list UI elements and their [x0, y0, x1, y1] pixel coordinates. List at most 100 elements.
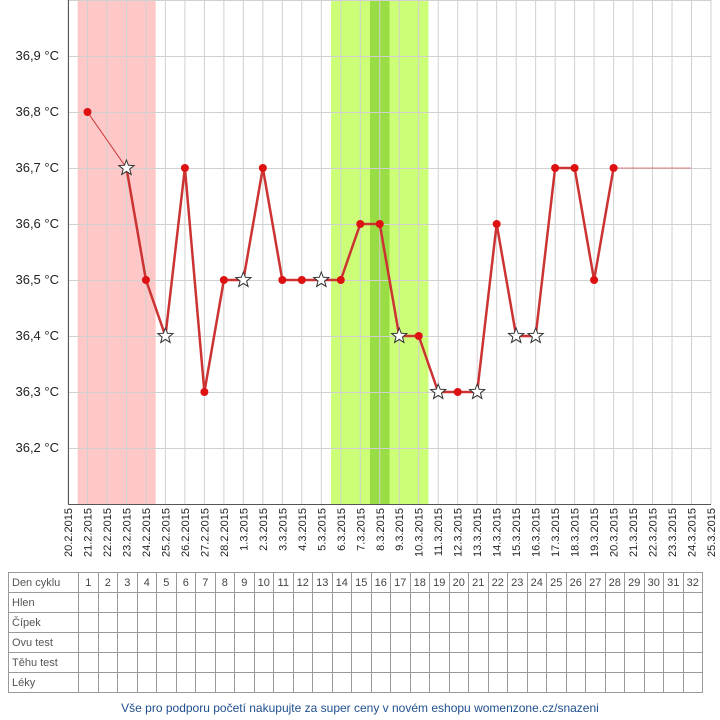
table-cell[interactable] [175, 672, 196, 693]
table-cell[interactable] [370, 592, 391, 613]
table-cell[interactable] [351, 592, 372, 613]
table-cell[interactable] [117, 632, 138, 653]
table-cell[interactable] [507, 612, 528, 633]
table-cell[interactable] [273, 592, 294, 613]
table-cell[interactable] [448, 612, 469, 633]
table-cell[interactable] [214, 592, 235, 613]
table-cell[interactable] [234, 612, 255, 633]
table-cell[interactable] [390, 612, 411, 633]
table-cell[interactable] [351, 652, 372, 673]
table-cell[interactable] [663, 612, 684, 633]
table-cell[interactable] [351, 612, 372, 633]
table-cell[interactable] [507, 592, 528, 613]
table-cell[interactable] [156, 672, 177, 693]
table-cell[interactable] [546, 612, 567, 633]
table-cell[interactable] [429, 612, 450, 633]
table-cell[interactable] [253, 632, 274, 653]
table-cell[interactable] [117, 652, 138, 673]
table-cell[interactable] [565, 592, 586, 613]
table-cell[interactable] [546, 632, 567, 653]
table-cell[interactable] [682, 592, 703, 613]
table-cell[interactable] [97, 612, 118, 633]
table-cell[interactable] [97, 632, 118, 653]
table-cell[interactable] [273, 652, 294, 673]
table-cell[interactable] [663, 672, 684, 693]
table-cell[interactable] [273, 632, 294, 653]
table-cell[interactable] [663, 592, 684, 613]
table-cell[interactable] [546, 652, 567, 673]
table-cell[interactable] [663, 652, 684, 673]
table-cell[interactable] [156, 632, 177, 653]
table-cell[interactable] [195, 592, 216, 613]
table-cell[interactable] [487, 652, 508, 673]
table-cell[interactable] [370, 672, 391, 693]
table-cell[interactable] [429, 632, 450, 653]
table-cell[interactable] [643, 612, 664, 633]
table-cell[interactable] [195, 632, 216, 653]
table-cell[interactable] [156, 592, 177, 613]
table-cell[interactable] [409, 632, 430, 653]
table-cell[interactable] [682, 652, 703, 673]
table-cell[interactable] [643, 632, 664, 653]
table-cell[interactable] [429, 672, 450, 693]
table-cell[interactable] [526, 612, 547, 633]
table-cell[interactable] [351, 672, 372, 693]
table-cell[interactable] [273, 612, 294, 633]
table-cell[interactable] [234, 672, 255, 693]
table-cell[interactable] [78, 652, 99, 673]
table-cell[interactable] [585, 612, 606, 633]
table-cell[interactable] [312, 612, 333, 633]
table-cell[interactable] [409, 592, 430, 613]
table-cell[interactable] [429, 592, 450, 613]
table-cell[interactable] [234, 592, 255, 613]
table-cell[interactable] [429, 652, 450, 673]
table-cell[interactable] [97, 652, 118, 673]
table-cell[interactable] [370, 612, 391, 633]
table-cell[interactable] [468, 612, 489, 633]
table-cell[interactable] [136, 652, 157, 673]
table-cell[interactable] [253, 672, 274, 693]
table-cell[interactable] [526, 672, 547, 693]
table-cell[interactable] [312, 632, 333, 653]
table-cell[interactable] [624, 612, 645, 633]
table-cell[interactable] [292, 652, 313, 673]
table-cell[interactable] [117, 612, 138, 633]
table-cell[interactable] [234, 632, 255, 653]
table-cell[interactable] [214, 672, 235, 693]
table-cell[interactable] [312, 672, 333, 693]
table-cell[interactable] [643, 652, 664, 673]
table-cell[interactable] [487, 612, 508, 633]
table-cell[interactable] [409, 652, 430, 673]
table-cell[interactable] [136, 612, 157, 633]
table-cell[interactable] [253, 612, 274, 633]
table-cell[interactable] [448, 592, 469, 613]
table-cell[interactable] [78, 592, 99, 613]
table-cell[interactable] [643, 672, 664, 693]
table-cell[interactable] [604, 592, 625, 613]
table-cell[interactable] [292, 592, 313, 613]
table-cell[interactable] [292, 632, 313, 653]
table-cell[interactable] [448, 632, 469, 653]
table-cell[interactable] [117, 592, 138, 613]
table-cell[interactable] [468, 592, 489, 613]
table-cell[interactable] [604, 672, 625, 693]
table-cell[interactable] [624, 632, 645, 653]
table-cell[interactable] [117, 672, 138, 693]
table-cell[interactable] [604, 612, 625, 633]
table-cell[interactable] [195, 612, 216, 633]
table-cell[interactable] [136, 632, 157, 653]
table-cell[interactable] [370, 632, 391, 653]
table-cell[interactable] [331, 612, 352, 633]
table-cell[interactable] [175, 592, 196, 613]
table-cell[interactable] [214, 632, 235, 653]
table-cell[interactable] [331, 652, 352, 673]
table-cell[interactable] [487, 632, 508, 653]
table-cell[interactable] [643, 592, 664, 613]
table-cell[interactable] [390, 652, 411, 673]
table-cell[interactable] [78, 632, 99, 653]
table-cell[interactable] [604, 652, 625, 673]
table-cell[interactable] [331, 592, 352, 613]
table-cell[interactable] [97, 672, 118, 693]
table-cell[interactable] [97, 592, 118, 613]
table-cell[interactable] [175, 652, 196, 673]
